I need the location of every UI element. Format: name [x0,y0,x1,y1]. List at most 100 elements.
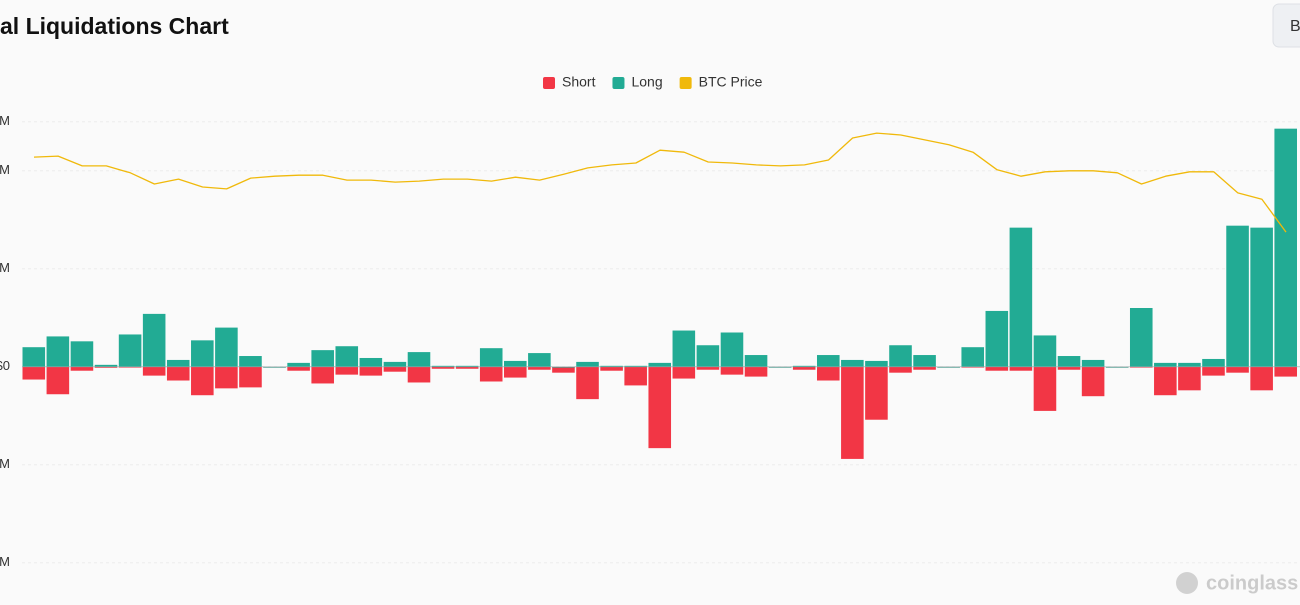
bar [937,366,960,368]
bar [287,362,310,367]
bar [744,355,768,367]
bar [22,347,46,367]
bar [913,366,936,370]
bar [600,366,623,371]
bar [1226,225,1249,367]
bar [552,366,575,373]
bar [1009,227,1033,367]
watermark: coinglass [1176,572,1298,594]
bar [961,347,985,367]
bar [1105,366,1129,368]
bar [504,360,527,367]
bar [1274,128,1297,367]
button-label[interactable]: B [1290,18,1300,35]
bar [1202,358,1225,367]
bar [215,327,238,367]
bar [841,366,864,459]
bar [22,366,46,380]
y-tick-label: $0 [0,358,10,373]
bar [335,366,359,375]
bar [455,365,479,367]
bar [1250,227,1273,367]
bar [142,366,166,376]
bar [1009,366,1033,371]
bar [696,345,720,367]
bar [985,310,1009,367]
bar [359,366,383,376]
bar [118,366,142,368]
bar [1057,356,1081,367]
bar [1081,366,1105,397]
bar [841,359,864,367]
bar [431,366,455,369]
chart-title: al Liquidations Chart [0,13,229,39]
y-tick-label: M [0,554,10,569]
bar [1057,366,1081,370]
bar [792,365,816,367]
bar [479,366,503,382]
legend-swatch [612,77,625,89]
bar [576,361,599,367]
bar [985,366,1009,371]
bar [865,366,888,420]
bar [1033,335,1057,367]
bar [407,366,431,383]
bar [479,348,503,367]
bar [94,366,118,368]
bar [1033,366,1057,411]
bar [46,366,70,395]
bar [672,330,696,367]
bar [552,366,575,368]
bar [1081,359,1105,367]
bar [961,366,985,368]
bar [1178,362,1201,367]
y-tick-label: M [0,456,10,471]
bar [816,355,840,367]
bar [383,366,407,372]
bar [720,332,744,367]
bar [1250,366,1273,391]
bar [1274,366,1297,377]
bar [335,346,359,367]
bar [792,366,816,370]
bar [768,366,792,368]
bar [118,334,142,367]
y-tick-label: M [0,162,10,177]
legend-swatch [543,77,555,89]
watermark-icon [1176,572,1198,594]
y-tick-label: M [0,260,10,275]
bar [889,366,912,373]
bar [191,366,214,396]
bar [913,355,936,367]
legend-label: Long [631,74,662,90]
bar [70,366,94,371]
bar [263,366,286,368]
bar [865,360,888,367]
bar [696,366,720,370]
bar [1202,366,1225,376]
bar [624,366,647,386]
bar [383,361,407,367]
bar [239,356,262,367]
y-tick-label: M [0,113,10,128]
bar [1178,366,1201,391]
bar [624,365,647,367]
bar [70,341,94,367]
bar [576,366,599,400]
bar [142,313,166,367]
bar [648,366,672,449]
button[interactable] [1272,3,1300,48]
bar [1129,308,1153,367]
bar [816,366,840,381]
watermark-text: coinglass [1206,572,1298,594]
bar [720,366,744,375]
bar [744,366,768,377]
price-line [33,132,1287,233]
bar [311,350,334,367]
legend-swatch [679,77,692,89]
bar [407,352,431,367]
bar [455,366,479,369]
bar [1154,362,1177,367]
